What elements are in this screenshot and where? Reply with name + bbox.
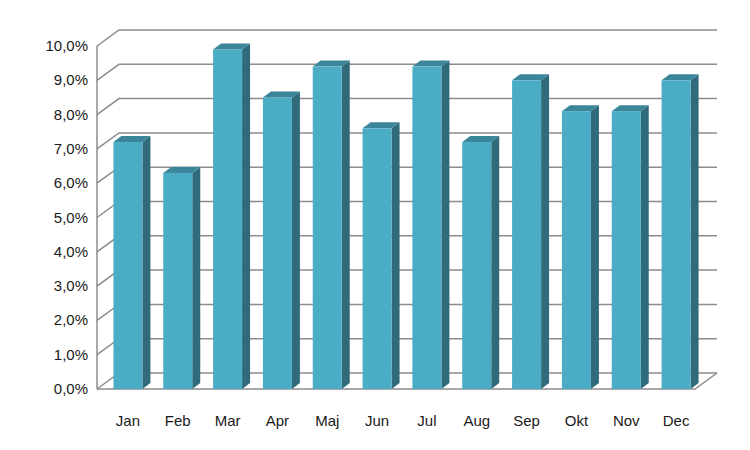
bar-front — [213, 49, 242, 389]
bar-side — [292, 91, 300, 389]
y-tick-label: 3,0% — [54, 277, 88, 294]
y-tick-label: 9,0% — [54, 71, 88, 88]
grid-line — [97, 64, 717, 80]
bar-side — [591, 105, 599, 389]
bar-front — [363, 128, 392, 389]
bar-top — [412, 61, 449, 67]
x-tick-label: Mar — [215, 412, 241, 429]
y-tick-label: 4,0% — [54, 243, 88, 260]
x-tick-label: Jun — [365, 412, 389, 429]
bar-side — [641, 105, 649, 389]
bar-front — [512, 80, 541, 389]
bar — [313, 61, 350, 389]
bar-front — [163, 173, 192, 389]
bar — [213, 43, 250, 389]
x-tick-label: Okt — [565, 412, 589, 429]
bar-side — [392, 122, 400, 389]
y-axis — [96, 46, 98, 389]
x-tick-label: Sep — [513, 412, 540, 429]
bar-side — [491, 136, 499, 389]
y-tick-label: 2,0% — [54, 311, 88, 328]
bar — [163, 167, 200, 389]
grid — [97, 30, 717, 389]
bar-top — [462, 136, 499, 142]
bar — [562, 105, 599, 389]
x-tick-label: Maj — [315, 412, 339, 429]
bar-top — [213, 43, 250, 49]
bar-top — [363, 122, 400, 128]
bar-front — [313, 67, 342, 389]
bar-front — [662, 80, 691, 389]
bar-side — [441, 61, 449, 389]
y-tick-label: 10,0% — [45, 37, 88, 54]
bar-side — [691, 74, 699, 389]
y-tick-label: 7,0% — [54, 140, 88, 157]
bar-front — [612, 111, 641, 389]
x-tick-label: Feb — [165, 412, 191, 429]
chart: 0,0% 1,0% 2,0% 3,0% 4,0% 5,0% 6,0% 7,0% 8,0% 9,0%… — [0, 0, 750, 450]
y-tick-label: 1,0% — [54, 346, 88, 363]
bar — [113, 136, 150, 389]
bar — [462, 136, 499, 389]
bars — [113, 43, 698, 389]
bar — [662, 74, 699, 389]
x-tick-label: Aug — [463, 412, 490, 429]
x-tick-label: Apr — [266, 412, 289, 429]
bar-top — [512, 74, 549, 80]
y-tick-label: 5,0% — [54, 209, 88, 226]
bar-side — [192, 167, 200, 389]
x-tick-label: Dec — [663, 412, 690, 429]
bar-side — [142, 136, 150, 389]
x-tick-label: Jan — [116, 412, 140, 429]
bar — [263, 91, 300, 389]
bar-top — [113, 136, 150, 142]
bar-top — [662, 74, 699, 80]
bar-side — [242, 43, 250, 389]
x-tick-label: Nov — [613, 412, 640, 429]
y-tick-label: 8,0% — [54, 106, 88, 123]
y-tick-label: 0,0% — [54, 380, 88, 397]
bar-top — [313, 61, 350, 67]
bar-top — [163, 167, 200, 173]
grid-line — [97, 30, 717, 46]
bar-side — [342, 61, 350, 389]
bar — [512, 74, 549, 389]
bar-front — [562, 111, 591, 389]
bar-top — [562, 105, 599, 111]
y-tick-label: 6,0% — [54, 174, 88, 191]
bar-front — [412, 67, 441, 389]
bar-side — [541, 74, 549, 389]
bar-front — [113, 142, 142, 389]
bar — [363, 122, 400, 389]
bar-front — [462, 142, 491, 389]
bar — [612, 105, 649, 389]
bar — [412, 61, 449, 389]
bar-front — [263, 97, 292, 389]
x-tick-label: Jul — [417, 412, 436, 429]
bar-top — [612, 105, 649, 111]
bar-top — [263, 91, 300, 97]
